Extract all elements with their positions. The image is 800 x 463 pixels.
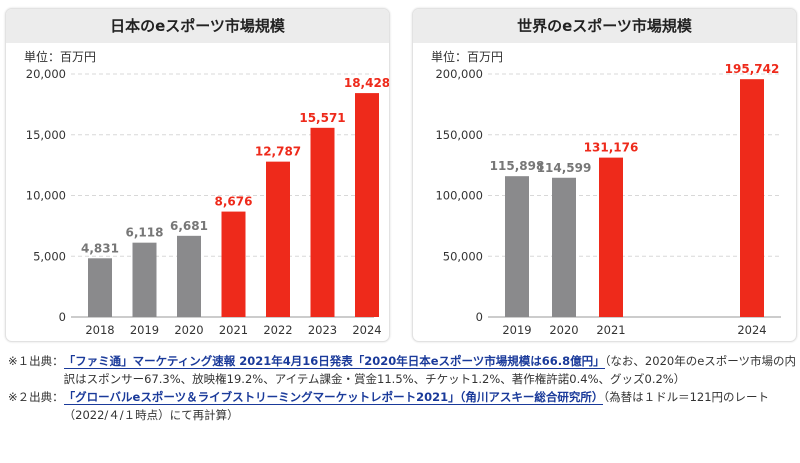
unit-label: 単位：百万円 [24,49,96,64]
x-tick-label: 2020 [549,323,578,337]
world-chart: 単位：百万円 0 50,000 100,000 150,000 200,000 115,89… [431,49,781,337]
x-tick-label: 2019 [502,323,531,337]
footnote-text: （為替は１ドル＝121円のレート（2022/４/１時点）にて再計算） [63,390,770,422]
data-label: 195,742 [725,62,780,76]
data-label: 4,831 [81,241,119,255]
y-tick-label: 0 [59,310,66,324]
data-label: 12,787 [255,145,301,159]
footnote-text: （なお、2020年のeスポーツ市場の内訳はスポンサー67.3%、放映権19.2%… [63,354,797,386]
footnote-label: ※１出典： [8,354,64,368]
footnote-label: ※２出典： [8,390,64,404]
source-link-1[interactable]: 「ファミ通」マーケティング速報 2021年4月16日発表「2020年日本eスポー… [63,354,605,369]
y-tick-label: 10,000 [26,189,66,203]
chart-title: 日本のeスポーツ市場規模 [6,9,389,43]
footnotes: ※１出典： 「ファミ通」マーケティング速報 2021年4月16日発表「2020年日… [8,352,798,424]
x-tick-label: 2021 [596,323,625,337]
data-label: 18,428 [344,76,389,90]
x-tick-label: 2019 [130,323,159,337]
data-label: 115,898 [490,159,545,173]
x-tick-label: 2023 [308,323,337,337]
unit-label: 単位：百万円 [431,49,503,64]
footnote-2: ※２出典： 「グローバルeスポーツ＆ライブストリーミングマーケットレポート2021… [8,388,798,424]
y-tick-label: 100,000 [435,189,483,203]
data-label: 15,571 [299,111,345,125]
data-label: 131,176 [584,141,639,155]
y-tick-label: 20,000 [26,67,66,81]
y-tick-label: 0 [476,310,483,324]
bar [505,176,529,317]
bar [552,177,576,317]
data-label: 8,676 [215,195,253,209]
japan-chart-panel: 日本のeスポーツ市場規模 単位：百万円 0 5,000 10,000 15,000 20,… [5,8,390,342]
bar [599,157,623,317]
x-tick-label: 2022 [263,323,292,337]
y-tick-label: 15,000 [26,128,66,142]
bar [88,258,112,317]
y-tick-label: 150,000 [435,128,483,142]
footnote-1: ※１出典： 「ファミ通」マーケティング速報 2021年4月16日発表「2020年日… [8,352,798,388]
data-label: 6,118 [126,226,164,240]
x-tick-label: 2020 [174,323,203,337]
x-tick-label: 2024 [737,323,766,337]
bar [310,127,335,317]
bar [177,235,201,317]
bar [221,211,246,317]
bar [740,79,764,318]
y-tick-label: 200,000 [435,67,483,81]
x-tick-label: 2021 [219,323,248,337]
y-tick-label: 50,000 [443,249,483,263]
chart-title: 世界のeスポーツ市場規模 [413,9,796,43]
bar [355,93,379,318]
data-label: 114,599 [537,161,592,175]
x-tick-label: 2024 [352,323,381,337]
japan-chart: 単位：百万円 0 5,000 10,000 15,000 20,000 4,831 2018 6… [24,49,389,337]
world-chart-panel: 世界のeスポーツ市場規模 単位：百万円 0 50,000 100,000 150,000… [412,8,797,342]
source-link-2[interactable]: 「グローバルeスポーツ＆ライブストリーミングマーケットレポート2021」（角川ア… [63,390,604,405]
x-tick-label: 2018 [85,323,114,337]
y-tick-label: 5,000 [33,249,66,263]
bar [266,161,290,317]
data-label: 6,681 [170,219,208,233]
bar [132,242,157,317]
